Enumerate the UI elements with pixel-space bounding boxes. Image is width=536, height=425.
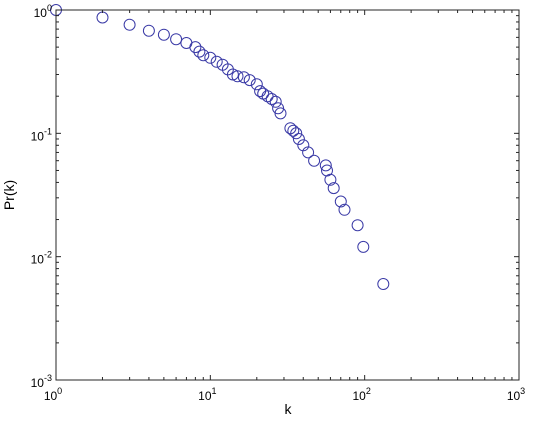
data-point-7 xyxy=(189,41,202,54)
data-point-16 xyxy=(237,71,250,84)
data-point-17 xyxy=(243,74,256,87)
data-point-25 xyxy=(274,107,287,120)
data-point-4 xyxy=(157,28,170,41)
data-point-24 xyxy=(272,102,285,115)
axis-ticks: 100 101 102 103 100 10-1 10-2 10-3 xyxy=(31,3,526,403)
data-point-5 xyxy=(170,33,183,46)
data-point-41 xyxy=(377,278,390,290)
y-tick-label: 10-1 xyxy=(31,126,52,143)
data-point-36 xyxy=(327,182,340,195)
data-point-38 xyxy=(338,203,351,216)
data-point-22 xyxy=(265,93,278,105)
data-point-11 xyxy=(210,55,223,68)
data-point-28 xyxy=(290,127,303,140)
data-point-15 xyxy=(231,70,244,83)
data-point-9 xyxy=(197,49,210,62)
data-point-10 xyxy=(204,51,217,64)
data-point-32 xyxy=(308,154,321,167)
data-point-37 xyxy=(334,195,347,208)
data-point-3 xyxy=(142,24,155,37)
x-axis-label: k xyxy=(285,401,293,417)
data-point-29 xyxy=(292,133,305,145)
data-point-18 xyxy=(250,78,263,91)
data-point-39 xyxy=(351,219,364,232)
y-tick-label: 10-3 xyxy=(31,373,52,390)
data-point-21 xyxy=(261,90,274,103)
x-tick-label: 100 xyxy=(44,386,62,403)
data-point-2 xyxy=(123,18,136,31)
data-point-23 xyxy=(269,95,282,108)
y-tick-label: 10-2 xyxy=(31,250,52,267)
x-tick-label: 102 xyxy=(352,386,370,403)
data-point-40 xyxy=(357,240,370,253)
data-points xyxy=(50,4,390,290)
plot-area-frame xyxy=(55,9,520,381)
data-point-33 xyxy=(319,159,332,172)
data-point-31 xyxy=(302,146,315,159)
data-point-27 xyxy=(287,124,300,137)
x-tick-label: 103 xyxy=(507,386,525,403)
data-point-35 xyxy=(324,173,337,186)
y-tick-label: 100 xyxy=(34,3,52,20)
x-tick-label: 101 xyxy=(198,386,216,403)
y-axis-label: Pr(k) xyxy=(1,180,17,210)
data-point-8 xyxy=(193,45,206,58)
